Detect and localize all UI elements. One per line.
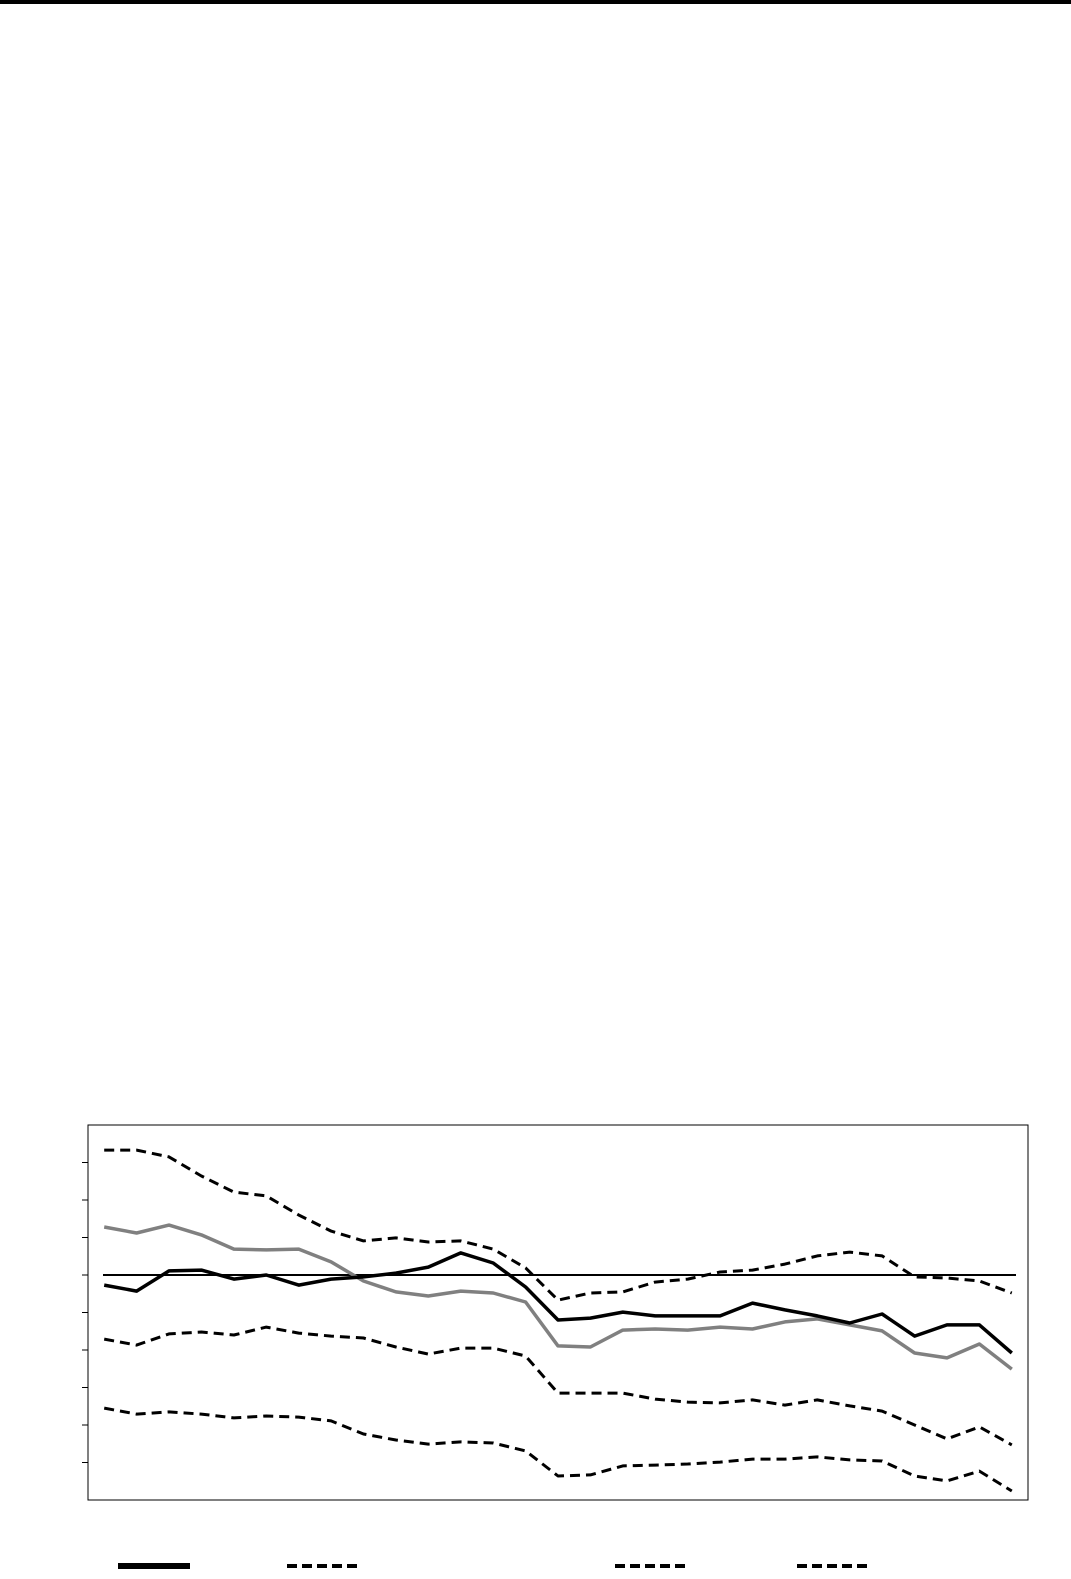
series-line bbox=[103, 1406, 1013, 1493]
plot-frame bbox=[87, 1124, 1029, 1501]
top-rule bbox=[0, 0, 1071, 4]
series-line bbox=[103, 1223, 1013, 1371]
series-line bbox=[103, 1251, 1013, 1355]
series-line bbox=[104, 1148, 1013, 1302]
